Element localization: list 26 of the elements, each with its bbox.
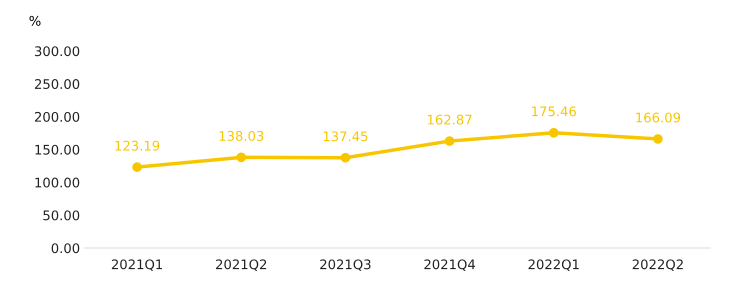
y-tick-label: 150.00 — [35, 144, 80, 155]
y-tick-label: 0.00 — [52, 243, 80, 254]
x-tick-label: 2021Q3 — [320, 259, 371, 271]
y-tick-label: 300.00 — [34, 46, 80, 56]
y-tick-label: 100.00 — [35, 178, 80, 188]
text: 175.46 — [532, 106, 576, 116]
x-tick-label: 2021Q4 — [424, 259, 476, 271]
x-tick-label: 2022Q1 — [528, 259, 579, 271]
y-tick-label: 200.00 — [34, 112, 80, 122]
point — [444, 136, 454, 146]
x-tick-label: 2021Q2 — [216, 259, 266, 271]
text: 137.45 — [324, 131, 368, 142]
x-tick-label: 2022Q2 — [632, 259, 683, 271]
text: 123.19 — [115, 140, 160, 151]
point — [132, 162, 142, 172]
text: 166.09 — [636, 112, 680, 122]
x-tick-label: 2021Q1 — [112, 259, 162, 271]
point — [548, 128, 559, 138]
y-axis-title: % — [29, 16, 41, 26]
y-tick-label: 50.00 — [43, 210, 80, 220]
text: 162.87 — [428, 114, 472, 125]
text: 138.03 — [220, 130, 264, 141]
y-tick-label: 250.00 — [34, 79, 80, 90]
point — [653, 134, 663, 144]
point — [340, 152, 350, 163]
point — [236, 152, 246, 162]
